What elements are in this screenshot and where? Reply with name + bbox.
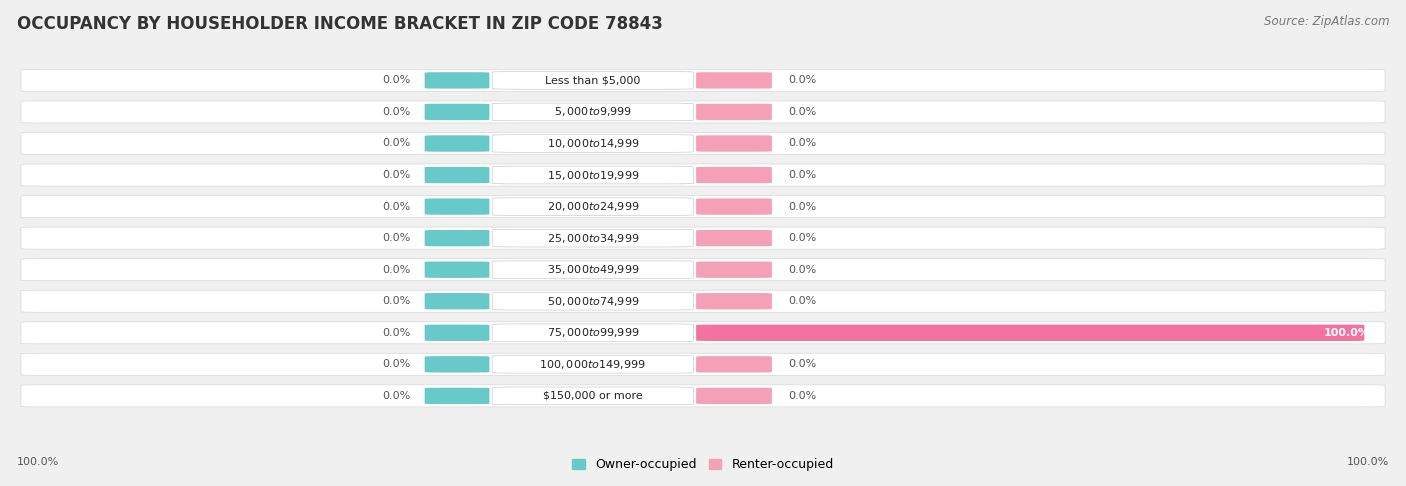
Text: $5,000 to $9,999: $5,000 to $9,999: [554, 105, 631, 119]
FancyBboxPatch shape: [21, 385, 1385, 407]
FancyBboxPatch shape: [492, 71, 693, 89]
Text: 0.0%: 0.0%: [382, 75, 411, 86]
Text: 0.0%: 0.0%: [382, 107, 411, 117]
FancyBboxPatch shape: [696, 135, 772, 152]
FancyBboxPatch shape: [21, 227, 1385, 249]
FancyBboxPatch shape: [21, 195, 1385, 218]
FancyBboxPatch shape: [425, 198, 489, 215]
Text: 0.0%: 0.0%: [789, 170, 817, 180]
Text: 0.0%: 0.0%: [382, 170, 411, 180]
FancyBboxPatch shape: [425, 135, 489, 152]
FancyBboxPatch shape: [696, 261, 772, 278]
Text: Source: ZipAtlas.com: Source: ZipAtlas.com: [1264, 15, 1389, 28]
FancyBboxPatch shape: [492, 324, 693, 342]
FancyBboxPatch shape: [425, 388, 489, 404]
FancyBboxPatch shape: [21, 164, 1385, 186]
Text: 0.0%: 0.0%: [789, 202, 817, 211]
Text: $100,000 to $149,999: $100,000 to $149,999: [540, 358, 647, 371]
Text: 0.0%: 0.0%: [789, 265, 817, 275]
FancyBboxPatch shape: [425, 293, 489, 310]
Legend: Owner-occupied, Renter-occupied: Owner-occupied, Renter-occupied: [568, 453, 838, 476]
Text: 0.0%: 0.0%: [382, 359, 411, 369]
Text: 0.0%: 0.0%: [789, 107, 817, 117]
Text: 100.0%: 100.0%: [1324, 328, 1369, 338]
FancyBboxPatch shape: [492, 198, 693, 215]
Text: 0.0%: 0.0%: [382, 391, 411, 401]
Text: $20,000 to $24,999: $20,000 to $24,999: [547, 200, 638, 213]
Text: 0.0%: 0.0%: [382, 328, 411, 338]
FancyBboxPatch shape: [425, 230, 489, 246]
Text: $50,000 to $74,999: $50,000 to $74,999: [547, 295, 638, 308]
Text: 0.0%: 0.0%: [789, 233, 817, 243]
FancyBboxPatch shape: [425, 325, 489, 341]
FancyBboxPatch shape: [492, 135, 693, 152]
Text: $15,000 to $19,999: $15,000 to $19,999: [547, 169, 638, 182]
FancyBboxPatch shape: [696, 293, 772, 310]
FancyBboxPatch shape: [21, 290, 1385, 312]
Text: 0.0%: 0.0%: [789, 296, 817, 306]
FancyBboxPatch shape: [696, 198, 772, 215]
FancyBboxPatch shape: [492, 166, 693, 184]
Text: $35,000 to $49,999: $35,000 to $49,999: [547, 263, 638, 276]
Text: $150,000 or more: $150,000 or more: [543, 391, 643, 401]
Text: $25,000 to $34,999: $25,000 to $34,999: [547, 232, 638, 244]
Text: 100.0%: 100.0%: [1347, 456, 1389, 467]
Text: 0.0%: 0.0%: [789, 359, 817, 369]
FancyBboxPatch shape: [492, 293, 693, 310]
FancyBboxPatch shape: [21, 259, 1385, 281]
FancyBboxPatch shape: [425, 104, 489, 120]
Text: Less than $5,000: Less than $5,000: [546, 75, 641, 86]
Text: 0.0%: 0.0%: [382, 233, 411, 243]
FancyBboxPatch shape: [425, 72, 489, 88]
Text: 0.0%: 0.0%: [382, 139, 411, 149]
FancyBboxPatch shape: [21, 101, 1385, 123]
FancyBboxPatch shape: [696, 104, 772, 120]
FancyBboxPatch shape: [492, 229, 693, 247]
Text: 0.0%: 0.0%: [789, 139, 817, 149]
FancyBboxPatch shape: [21, 322, 1385, 344]
FancyBboxPatch shape: [425, 356, 489, 373]
Text: $75,000 to $99,999: $75,000 to $99,999: [547, 326, 638, 339]
FancyBboxPatch shape: [21, 69, 1385, 91]
FancyBboxPatch shape: [696, 167, 772, 183]
Text: 0.0%: 0.0%: [789, 391, 817, 401]
FancyBboxPatch shape: [696, 356, 772, 373]
FancyBboxPatch shape: [696, 325, 1364, 341]
Text: 0.0%: 0.0%: [789, 75, 817, 86]
FancyBboxPatch shape: [425, 167, 489, 183]
FancyBboxPatch shape: [492, 355, 693, 373]
FancyBboxPatch shape: [21, 353, 1385, 375]
FancyBboxPatch shape: [21, 133, 1385, 155]
FancyBboxPatch shape: [492, 261, 693, 278]
Text: 0.0%: 0.0%: [382, 202, 411, 211]
Text: 0.0%: 0.0%: [382, 265, 411, 275]
FancyBboxPatch shape: [696, 388, 772, 404]
FancyBboxPatch shape: [696, 72, 772, 88]
Text: 100.0%: 100.0%: [17, 456, 59, 467]
Text: $10,000 to $14,999: $10,000 to $14,999: [547, 137, 638, 150]
FancyBboxPatch shape: [696, 230, 772, 246]
FancyBboxPatch shape: [492, 103, 693, 121]
FancyBboxPatch shape: [492, 387, 693, 405]
Text: OCCUPANCY BY HOUSEHOLDER INCOME BRACKET IN ZIP CODE 78843: OCCUPANCY BY HOUSEHOLDER INCOME BRACKET …: [17, 15, 662, 33]
FancyBboxPatch shape: [425, 261, 489, 278]
Text: 0.0%: 0.0%: [382, 296, 411, 306]
